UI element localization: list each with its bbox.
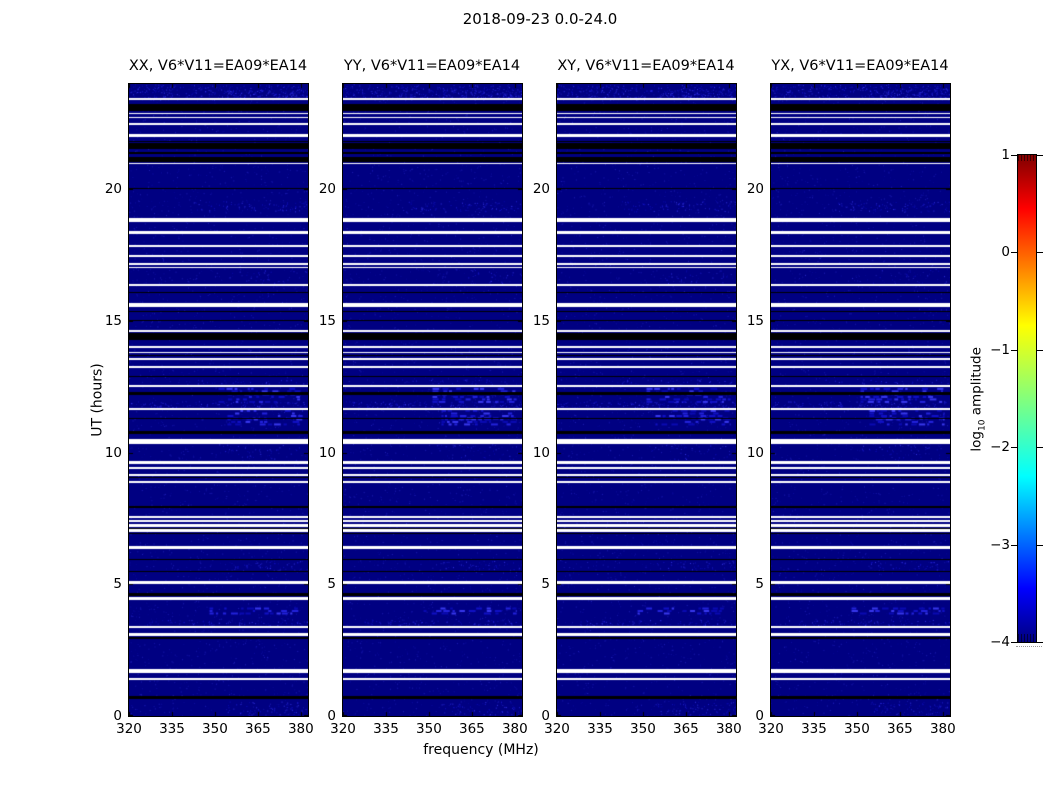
x-tick-label: 350 — [630, 721, 656, 737]
y-tick-label: 10 — [532, 444, 550, 461]
x-tick-label: 320 — [544, 721, 570, 737]
colorbar-tick-label: 0 — [1001, 244, 1010, 261]
y-tick-label: 10 — [318, 444, 336, 461]
x-tick-label: 335 — [801, 721, 827, 737]
colorbar-top-comb — [1018, 155, 1036, 161]
x-tick-label: 320 — [758, 721, 784, 737]
panel-title-xy: XY, V6*V11=EA09*EA14 — [557, 58, 735, 74]
spectrogram-canvas-xx — [129, 84, 308, 716]
x-tick-label: 365 — [244, 721, 271, 737]
y-tick-label: 15 — [318, 313, 336, 329]
spectrogram-panel-yx — [770, 83, 951, 717]
x-tick-label: 350 — [844, 721, 870, 737]
colorbar-tick-label: 1 — [1001, 147, 1010, 163]
x-tick-label: 380 — [929, 721, 956, 737]
y-tick-label: 20 — [318, 181, 336, 198]
y-tick-label: 0 — [327, 708, 336, 724]
y-tick-label: 0 — [755, 708, 764, 724]
colorbar-tick-label: −3 — [990, 536, 1010, 553]
x-tick-label: 335 — [159, 721, 185, 737]
y-tick-label: 20 — [746, 181, 764, 198]
colorbar-underline-dots — [1016, 646, 1042, 649]
x-tick-label: 335 — [587, 721, 613, 737]
x-tick-label: 365 — [886, 721, 913, 737]
colorbar-tick-mark — [1037, 350, 1043, 351]
x-tick-label: 320 — [116, 721, 142, 737]
spectrogram-panel-xy — [556, 83, 737, 717]
spectrogram-panel-xx — [128, 83, 309, 717]
spectrogram-canvas-yx — [771, 84, 950, 716]
y-tick-label: 5 — [327, 576, 336, 593]
y-tick-label: 20 — [104, 181, 122, 198]
x-tick-label: 380 — [715, 721, 742, 737]
y-tick-label: 5 — [113, 576, 122, 593]
colorbar-tick-label: −1 — [990, 341, 1010, 358]
colorbar-tick-mark — [1011, 155, 1017, 156]
y-tick-label: 20 — [532, 181, 550, 198]
y-tick-label: 15 — [104, 313, 122, 329]
colorbar-tick-mark — [1037, 642, 1043, 643]
x-tick-label: 320 — [330, 721, 356, 737]
panel-title-yx: YX, V6*V11=EA09*EA14 — [771, 58, 949, 74]
x-tick-label: 380 — [287, 721, 314, 737]
x-tick-label: 365 — [672, 721, 699, 737]
spectrogram-canvas-xy — [557, 84, 736, 716]
colorbar-tick-mark — [1037, 545, 1043, 546]
panel-title-xx: XX, V6*V11=EA09*EA14 — [128, 58, 308, 74]
y-tick-label: 0 — [113, 708, 122, 724]
colorbar-tick-mark — [1037, 155, 1043, 156]
spectrogram-canvas-yy — [343, 84, 522, 716]
colorbar-tick-label: −2 — [990, 439, 1010, 456]
y-tick-label: 0 — [541, 708, 550, 724]
x-tick-label: 350 — [202, 721, 228, 737]
colorbar-tick-mark — [1037, 252, 1043, 253]
figure-title: 2018-09-23 0.0-24.0 — [462, 10, 618, 28]
colorbar-tick-mark — [1011, 642, 1017, 643]
colorbar-tick-mark — [1011, 252, 1017, 253]
colorbar-tick-mark — [1037, 447, 1043, 448]
colorbar-bottom-comb — [1018, 634, 1036, 642]
colorbar-tick-mark — [1011, 447, 1017, 448]
x-tick-label: 350 — [416, 721, 442, 737]
x-tick-label: 380 — [501, 721, 528, 737]
panel-title-yy: YY, V6*V11=EA09*EA14 — [343, 58, 521, 74]
x-tick-label: 365 — [458, 721, 485, 737]
colorbar-tick-label: −4 — [990, 634, 1010, 650]
x-axis-label: frequency (MHz) — [423, 742, 539, 758]
x-tick-label: 335 — [373, 721, 399, 737]
y-tick-label: 5 — [541, 576, 550, 593]
colorbar — [1017, 154, 1037, 643]
y-tick-label: 15 — [746, 313, 764, 329]
y-tick-label: 10 — [746, 444, 764, 461]
spectrogram-panel-yy — [342, 83, 523, 717]
colorbar-tick-mark — [1011, 350, 1017, 351]
y-tick-label: 15 — [532, 313, 550, 329]
y-tick-label: 10 — [104, 444, 122, 461]
colorbar-tick-mark — [1011, 545, 1017, 546]
y-tick-label: 5 — [755, 576, 764, 593]
